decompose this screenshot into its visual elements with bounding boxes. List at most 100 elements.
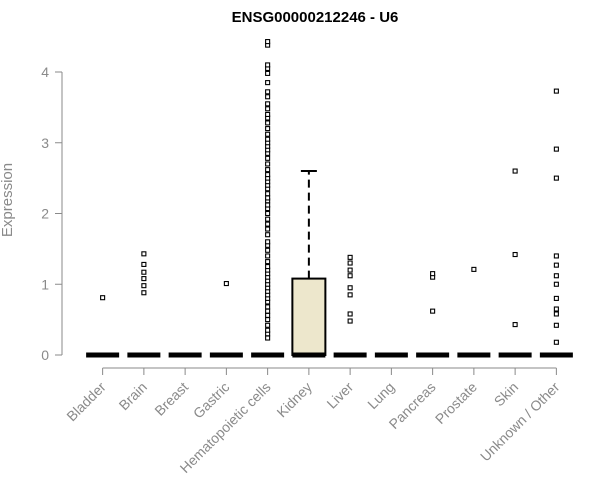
- outlier-point: [265, 195, 271, 201]
- outlier-point: [553, 273, 559, 279]
- outlier-point: [265, 70, 271, 76]
- y-tick-label: 2: [41, 206, 49, 222]
- x-tick-label: Liver: [323, 379, 356, 412]
- outlier-point: [265, 62, 271, 68]
- outlier-point: [347, 273, 353, 279]
- outlier-point: [347, 311, 353, 317]
- outlier-point: [265, 327, 271, 333]
- outlier-point: [347, 254, 353, 260]
- x-tick-label: Bladder: [63, 379, 109, 425]
- outlier-point: [265, 335, 271, 341]
- outlier-point: [265, 308, 271, 314]
- outlier-point: [141, 283, 147, 289]
- box-group: [539, 88, 573, 358]
- outlier-point: [553, 322, 559, 328]
- outlier-point: [265, 101, 271, 107]
- outlier-point: [553, 262, 559, 268]
- outlier-point: [265, 155, 271, 161]
- outlier-point: [265, 247, 271, 253]
- outlier-point: [553, 281, 559, 287]
- outlier-point: [553, 88, 559, 94]
- box-body: [291, 277, 327, 356]
- outlier-point: [430, 308, 436, 314]
- outlier-point: [265, 111, 271, 117]
- outlier-point: [265, 89, 271, 95]
- x-tick-label: Kidney: [273, 379, 315, 421]
- box-group: [291, 170, 327, 358]
- outlier-point: [141, 269, 147, 275]
- y-axis: 0 1 2 3 4: [41, 64, 63, 363]
- y-tick-label: 3: [41, 135, 49, 151]
- outlier-point: [553, 295, 559, 301]
- outlier-point: [265, 136, 271, 142]
- y-axis-label: Expression: [0, 163, 16, 237]
- outlier-point: [512, 168, 518, 174]
- box-group: [498, 168, 532, 358]
- outlier-point: [141, 251, 147, 257]
- outlier-point: [512, 322, 518, 328]
- outlier-point: [265, 216, 271, 222]
- x-tick-label: Breast: [151, 379, 191, 419]
- outlier-point: [265, 202, 271, 208]
- outlier-point: [512, 251, 518, 258]
- outlier-point: [347, 292, 353, 298]
- x-tick-label: Skin: [491, 379, 522, 410]
- outlier-point: [265, 239, 271, 245]
- outlier-point: [553, 253, 559, 259]
- outlier-point: [265, 221, 271, 227]
- outlier-point: [265, 259, 271, 265]
- box-group: [333, 254, 367, 358]
- outlier-point: [100, 295, 106, 301]
- outlier-point: [553, 146, 559, 152]
- outlier-point: [265, 131, 271, 137]
- outlier-point: [553, 339, 559, 345]
- outlier-point: [265, 126, 271, 132]
- outlier-point: [553, 311, 559, 317]
- outlier-point: [347, 260, 353, 266]
- x-tick-label: Prostate: [432, 379, 480, 427]
- box-group: [209, 280, 243, 358]
- outlier-point: [553, 306, 559, 312]
- y-tick-label: 0: [41, 347, 49, 363]
- box-group: [127, 251, 161, 358]
- outlier-point: [265, 94, 271, 100]
- box-series: [86, 39, 573, 358]
- outlier-point: [265, 253, 271, 259]
- outlier-point: [265, 232, 271, 238]
- outlier-point: [265, 167, 271, 173]
- y-tick-label: 4: [41, 64, 49, 80]
- y-tick-label: 1: [41, 276, 49, 292]
- outlier-point: [265, 210, 271, 217]
- outlier-point: [347, 318, 353, 324]
- outlier-point: [471, 266, 477, 272]
- outlier-point: [141, 290, 147, 296]
- outlier-point: [265, 161, 271, 167]
- outlier-point: [430, 271, 436, 277]
- outlier-point: [265, 120, 271, 126]
- outlier-point: [265, 322, 271, 328]
- outlier-point: [553, 175, 559, 181]
- outlier-point: [265, 312, 271, 318]
- outlier-point: [141, 276, 147, 282]
- outlier-point: [347, 285, 353, 291]
- outlier-point: [265, 317, 271, 323]
- x-tick-label: Lung: [364, 379, 397, 412]
- outlier-point: [223, 280, 229, 287]
- outlier-point: [265, 304, 271, 310]
- outlier-point: [265, 264, 271, 270]
- outlier-point: [265, 39, 271, 45]
- outlier-point: [265, 80, 271, 86]
- box-group: [457, 266, 491, 358]
- outlier-point: [141, 261, 147, 267]
- box-group: [251, 39, 285, 358]
- outlier-point: [265, 226, 271, 232]
- box-group: [416, 271, 450, 358]
- outlier-point: [347, 267, 353, 273]
- outlier-point: [265, 191, 271, 197]
- x-tick-label: Brain: [116, 379, 150, 413]
- box-group: [86, 295, 120, 358]
- outlier-point: [265, 172, 271, 178]
